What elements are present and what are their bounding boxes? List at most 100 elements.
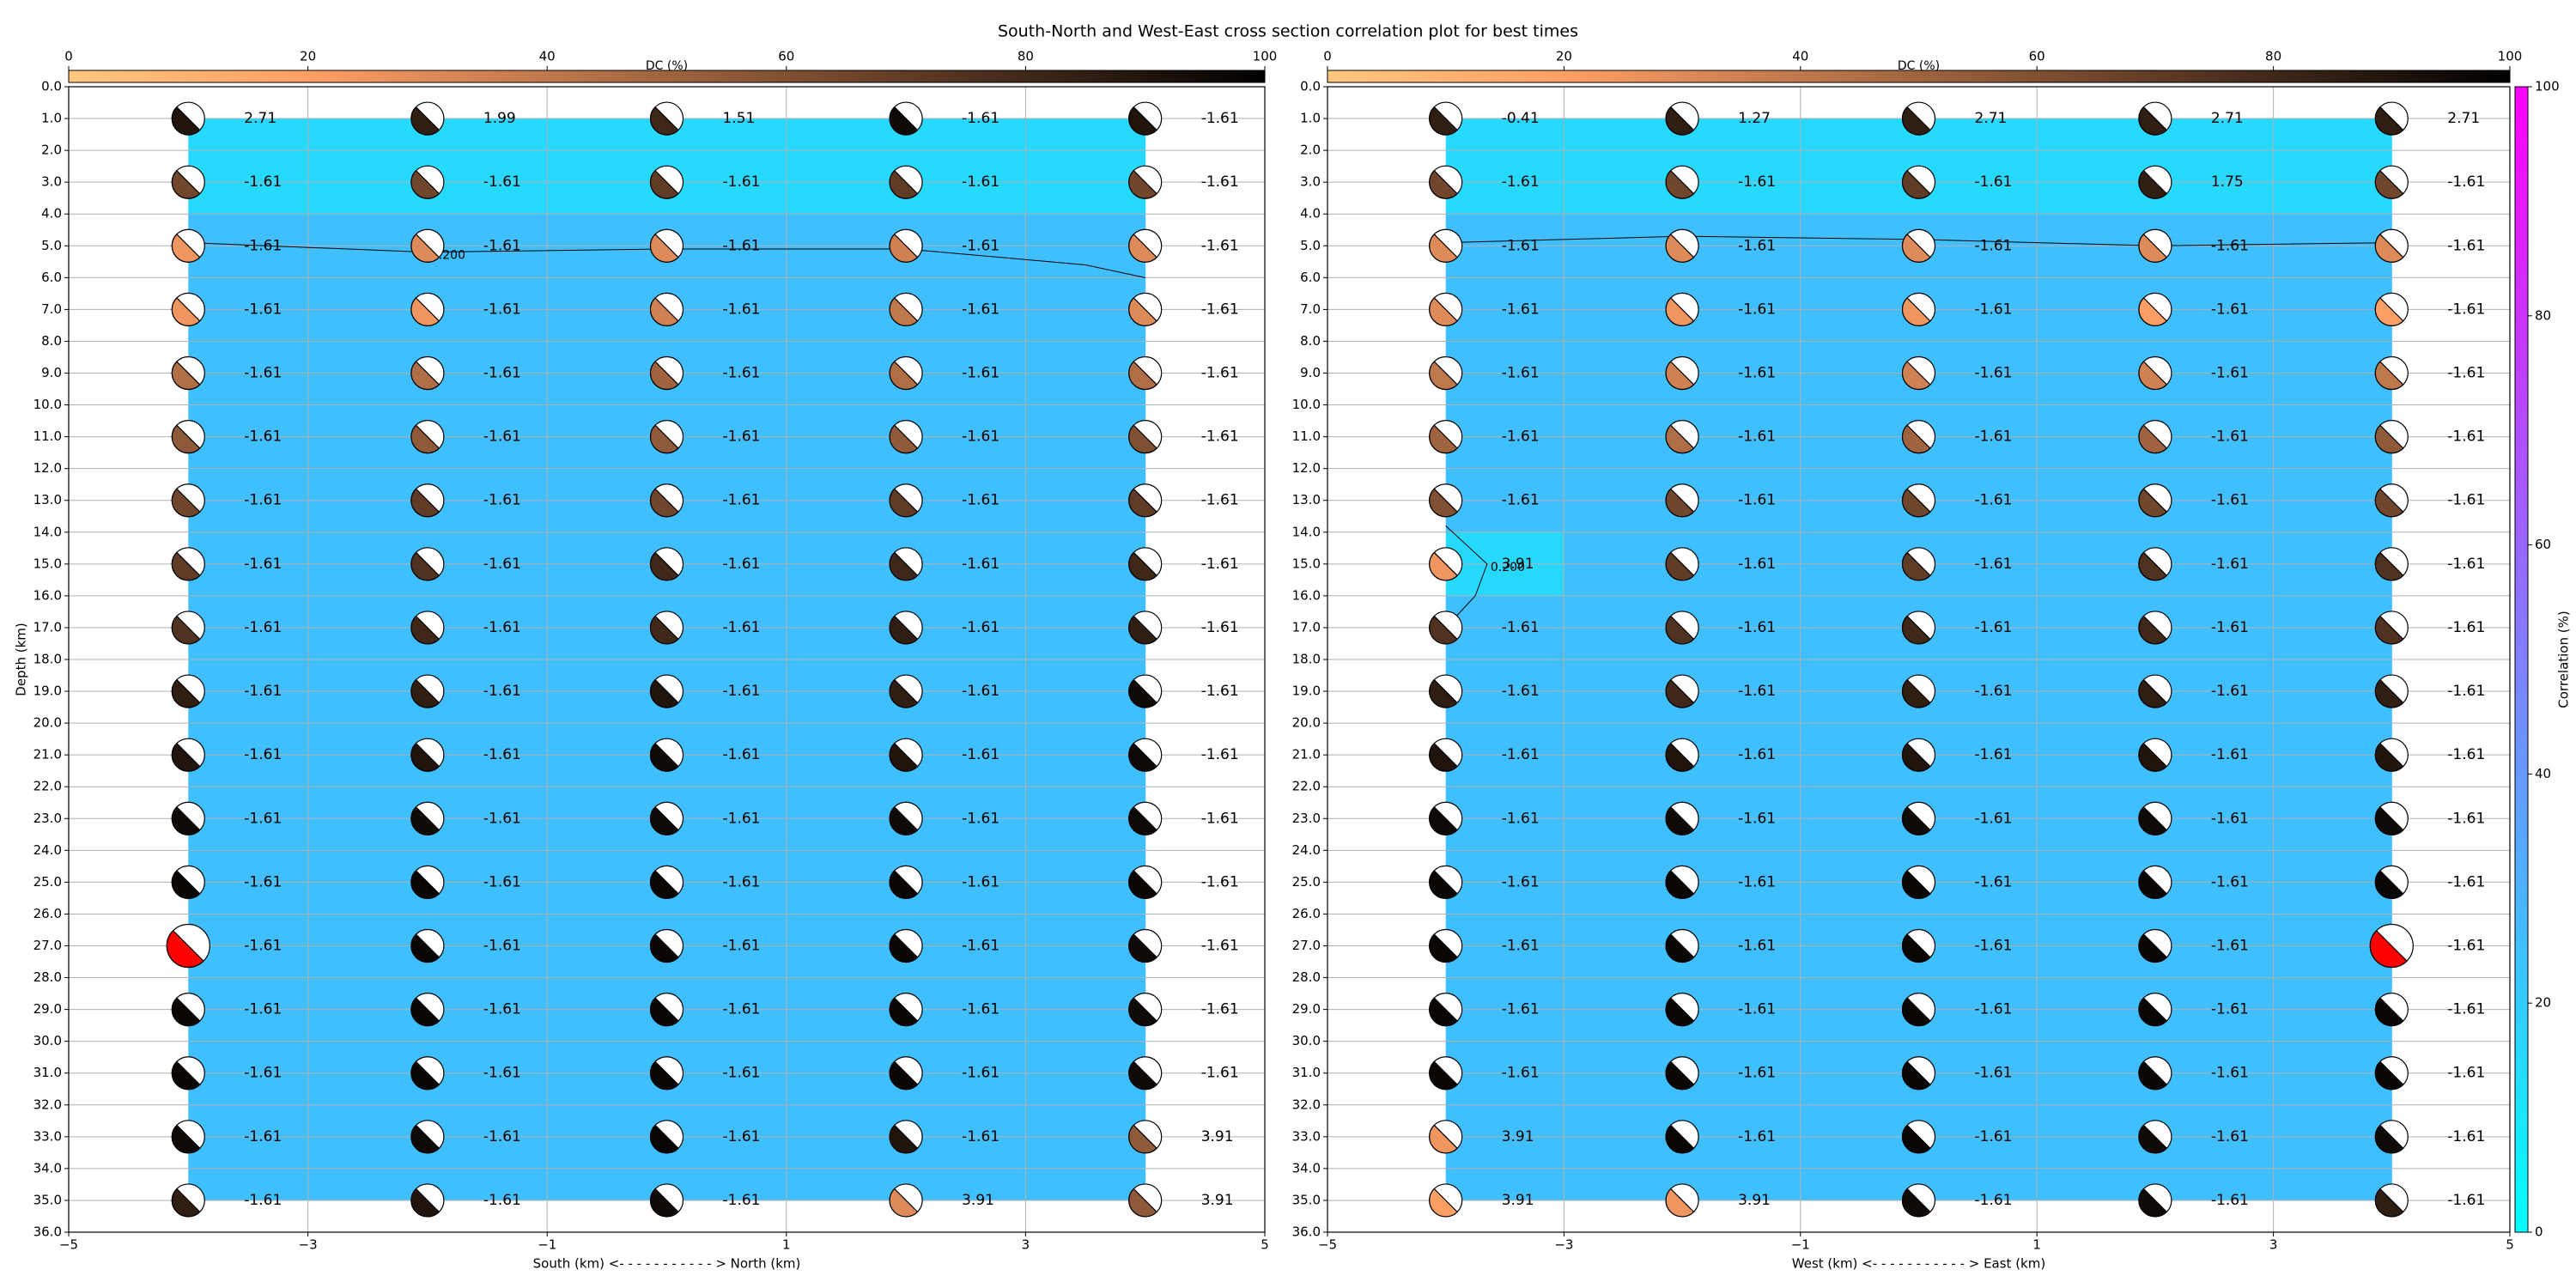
value-label: -1.61: [2211, 428, 2249, 446]
value-label: -1.61: [1502, 237, 1540, 254]
beachball: [649, 997, 679, 1027]
beachball: [1429, 1124, 1458, 1154]
beachball: [2138, 233, 2168, 263]
value-label: -1.61: [2447, 746, 2485, 763]
value-label: -1.61: [962, 110, 999, 127]
value-label: 3.91: [1502, 1128, 1534, 1145]
y-tick-label: 34.0: [33, 1160, 62, 1176]
value-label: 3.91: [1201, 1192, 1234, 1209]
y-tick-label: 21.0: [1292, 747, 1321, 762]
y-tick-label: 20.0: [1292, 715, 1321, 731]
value-label: -1.61: [2447, 1128, 2485, 1145]
beachball: [2374, 678, 2404, 708]
value-label: -1.61: [244, 365, 282, 382]
dc-colorbar-tick-label: 20: [300, 49, 316, 64]
value-label: -1.61: [483, 938, 521, 955]
x-tick-label: 1: [782, 1237, 791, 1253]
value-label: -1.61: [244, 1001, 282, 1018]
beachball: [410, 678, 440, 708]
value-label: -1.61: [2211, 810, 2249, 827]
correlation-colorbar-tick-label: 100: [2535, 79, 2560, 94]
beachball: [649, 551, 679, 581]
beachball: [1665, 742, 1695, 772]
y-tick-label: 9.0: [1300, 365, 1321, 380]
y-tick-label: 5.0: [41, 238, 62, 253]
y-tick-label: 11.0: [1292, 428, 1321, 444]
value-label: -1.61: [2447, 301, 2485, 318]
beachball: [1901, 615, 1931, 645]
beachball: [649, 933, 679, 963]
beachball: [1665, 615, 1695, 645]
beachball: [1128, 233, 1157, 263]
beachball: [1128, 870, 1157, 899]
y-tick-label: 26.0: [33, 906, 62, 921]
value-label: -1.61: [1738, 873, 1776, 890]
beachball: [410, 742, 440, 772]
axes-frame: [68, 86, 1266, 1233]
y-tick-label: 25.0: [1292, 874, 1321, 890]
beachball: [649, 1060, 679, 1091]
beachball: [1128, 933, 1157, 963]
y-axis-label: Depth (km): [14, 623, 29, 696]
beachball: [1901, 233, 1931, 263]
beachball: [1429, 742, 1458, 772]
beachball: [171, 678, 201, 708]
y-tick-label: 18.0: [33, 652, 62, 667]
value-label: -1.61: [962, 173, 999, 191]
value-label: -1.61: [723, 746, 761, 763]
beachball: [410, 1060, 440, 1091]
value-label: -1.61: [1502, 746, 1540, 763]
beachball: [171, 742, 201, 772]
beachball: [1128, 169, 1157, 199]
beachball: [171, 424, 201, 454]
beachball: [2138, 424, 2168, 453]
beachball: [889, 1124, 919, 1154]
beachball: [1128, 678, 1157, 708]
value-label: -1.61: [1975, 683, 2013, 700]
dc-colorbar: [68, 70, 1266, 83]
value-label: -1.61: [962, 1065, 999, 1082]
value-label: -1.61: [1975, 746, 2013, 763]
value-label: -1.61: [962, 746, 999, 763]
y-tick-label: 13.0: [1292, 492, 1321, 507]
value-label: -1.61: [1975, 556, 2013, 573]
beachball: [649, 488, 679, 518]
beachball: [1665, 805, 1695, 835]
value-label: -1.61: [1975, 873, 2013, 890]
correlation-colorbar-tick-label: 0: [2535, 1224, 2543, 1240]
beachball: [1128, 297, 1157, 326]
beachball: [2138, 678, 2168, 708]
y-tick-label: 3.0: [41, 174, 62, 190]
value-label: -1.61: [2211, 619, 2249, 636]
beachball: [889, 805, 919, 835]
value-label: -1.61: [244, 1065, 282, 1082]
value-label: -1.61: [1975, 810, 2013, 827]
y-tick-label: 10.0: [33, 397, 62, 412]
x-tick-label: −3: [1554, 1237, 1573, 1253]
beachball: [1665, 1188, 1695, 1218]
y-tick-label: 22.0: [1292, 779, 1321, 794]
beachball: [649, 1188, 679, 1218]
beachball: [2374, 1060, 2404, 1091]
beachball: [2138, 1124, 2168, 1154]
beachball: [2374, 805, 2404, 835]
y-tick-label: 2.0: [1300, 143, 1321, 158]
y-tick-label: 15.0: [33, 556, 62, 571]
beachball: [171, 805, 201, 835]
beachball: [410, 1188, 440, 1218]
value-label: -1.61: [1738, 301, 1776, 318]
value-label: -1.61: [244, 237, 282, 254]
value-label: 3.91: [1502, 556, 1534, 573]
y-tick-label: 3.0: [1300, 174, 1321, 190]
beachball: [2374, 169, 2404, 199]
beachball: [1429, 933, 1458, 963]
beachball: [889, 997, 919, 1027]
y-tick-label: 12.0: [33, 460, 62, 476]
beachball: [1665, 870, 1695, 899]
beachball: [649, 870, 679, 899]
beachball: [171, 615, 201, 645]
beachball: [1429, 1060, 1458, 1091]
x-tick-label: −5: [59, 1237, 78, 1253]
beachball: [649, 233, 679, 263]
beachball: [2138, 297, 2168, 326]
